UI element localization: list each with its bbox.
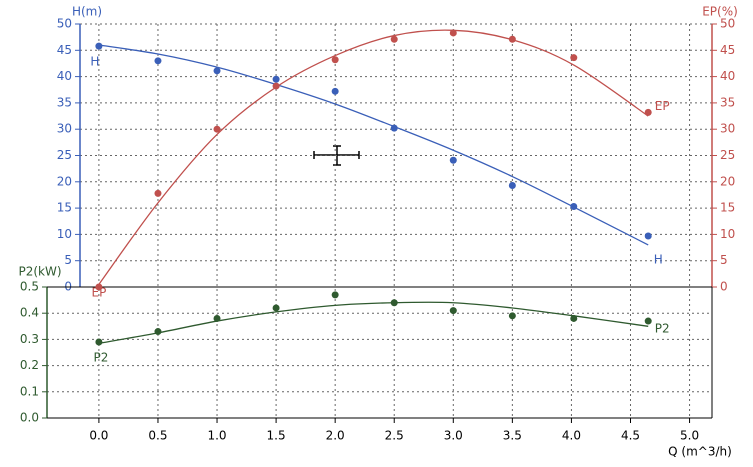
series-label: P2 (93, 351, 108, 365)
data-point (449, 156, 457, 164)
y2-axis-title: EP(%) (702, 5, 738, 19)
data-point (213, 125, 221, 133)
fit-curve (98, 301, 649, 344)
series-label: P2 (655, 322, 670, 336)
y2-tick-label: 10 (720, 227, 735, 241)
x-tick-label: 3.0 (444, 429, 463, 443)
x-tick-label: 4.0 (562, 429, 581, 443)
x-tick-label: 2.0 (326, 429, 345, 443)
data-point (570, 203, 578, 211)
data-point (213, 314, 221, 322)
data-point (95, 283, 103, 291)
series-label: H (654, 252, 663, 266)
x-tick-label: 2.5 (385, 429, 404, 443)
y-tick-label: 40 (57, 69, 72, 83)
y2-tick-label: 40 (720, 69, 735, 83)
y-tick-label: 25 (57, 148, 72, 162)
series-label: EP (655, 99, 670, 113)
data-point (272, 75, 280, 83)
data-point (644, 232, 652, 240)
data-point (154, 328, 162, 336)
x-axis-title: Q (m^3/h) (668, 445, 732, 459)
fit-curve (98, 29, 649, 285)
y-tick-label: 35 (57, 95, 72, 109)
data-point (449, 29, 457, 37)
y-tick-label: 5 (64, 253, 72, 267)
data-point (644, 108, 652, 116)
y3-tick-label: 0.2 (20, 358, 39, 372)
y3-tick-label: 0.0 (20, 411, 39, 425)
data-point (272, 82, 280, 90)
data-point (95, 338, 103, 346)
x-tick-label: 0.5 (148, 429, 167, 443)
data-point (570, 54, 578, 62)
y3-tick-label: 0.5 (20, 280, 39, 294)
data-point (508, 312, 516, 320)
y-tick-label: 10 (57, 227, 72, 241)
data-point (331, 291, 339, 299)
x-tick-label: 1.5 (267, 429, 286, 443)
y2-tick-label: 30 (720, 122, 735, 136)
x-tick-label: 4.5 (621, 429, 640, 443)
y-tick-label: 50 (57, 17, 72, 31)
data-point (449, 307, 457, 315)
data-point (390, 124, 398, 132)
data-point (213, 67, 221, 75)
x-tick-label: 3.5 (503, 429, 522, 443)
x-tick-label: 0.0 (89, 429, 108, 443)
y-tick-label: 45 (57, 43, 72, 57)
data-point (644, 317, 652, 325)
series-label: H (90, 55, 99, 69)
y3-tick-label: 0.1 (20, 384, 39, 398)
x-tick-label: 5.0 (680, 429, 699, 443)
y2-tick-label: 25 (720, 148, 735, 162)
data-point (508, 35, 516, 43)
y-axis-title: H(m) (72, 5, 102, 19)
x-tick-label: 1.0 (207, 429, 226, 443)
data-point (331, 87, 339, 95)
data-point (272, 304, 280, 312)
y-tick-label: 20 (57, 174, 72, 188)
y2-tick-label: 35 (720, 95, 735, 109)
y3-tick-label: 0.4 (20, 306, 39, 320)
data-point (331, 56, 339, 64)
y2-tick-label: 45 (720, 43, 735, 57)
fit-curve (98, 44, 649, 246)
data-point (95, 42, 103, 50)
data-point (390, 35, 398, 43)
y2-tick-label: 0 (720, 280, 728, 294)
y2-tick-label: 20 (720, 174, 735, 188)
series-label: EP (91, 286, 106, 300)
y2-tick-label: 15 (720, 201, 735, 215)
y-tick-label: 15 (57, 201, 72, 215)
data-point (390, 299, 398, 307)
data-point (154, 189, 162, 197)
data-point (508, 181, 516, 189)
y3-tick-label: 0.3 (20, 332, 39, 346)
y2-tick-label: 5 (720, 253, 728, 267)
y-tick-label: 30 (57, 122, 72, 136)
data-point (570, 314, 578, 322)
data-point (154, 57, 162, 65)
y3-axis-title: P2(kW) (18, 265, 61, 279)
y2-tick-label: 50 (720, 17, 735, 31)
